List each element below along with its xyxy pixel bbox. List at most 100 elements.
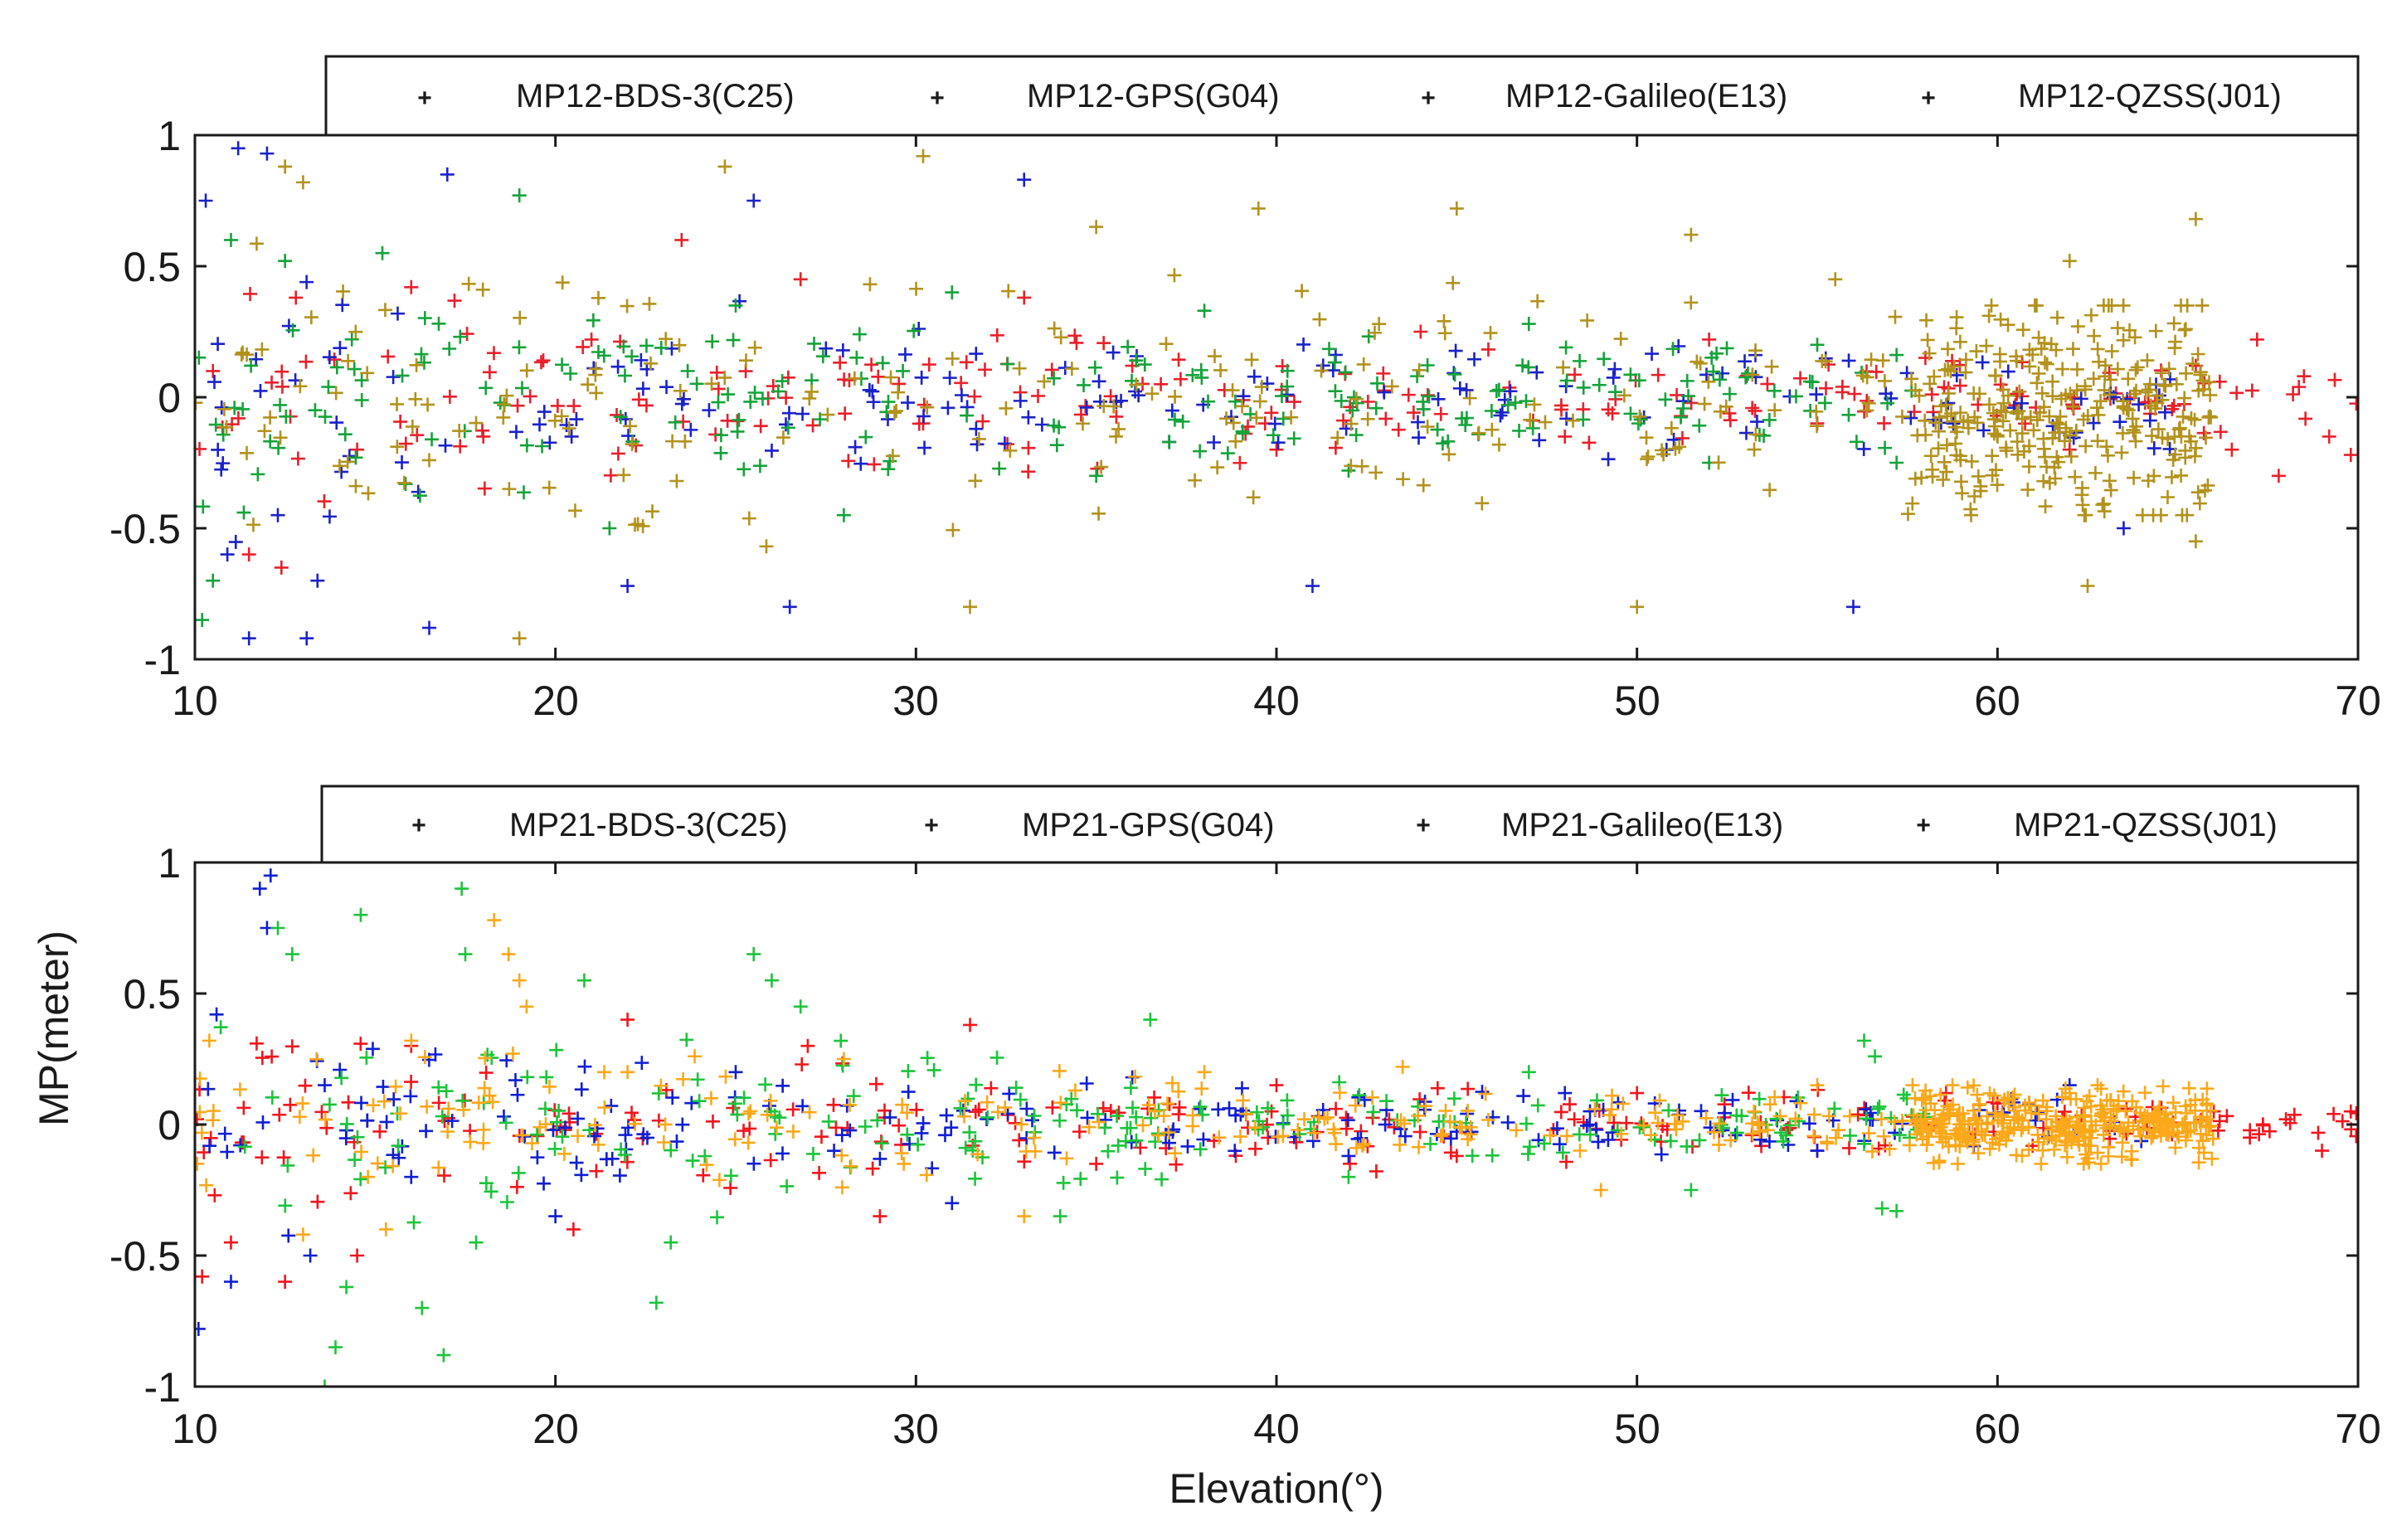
x-axis-title: Elevation(°) [1169, 1465, 1384, 1512]
data-point [945, 285, 960, 300]
data-point [1889, 347, 1904, 362]
data-point [821, 1114, 836, 1129]
data-point [1194, 1081, 1209, 1096]
data-point [2033, 405, 2047, 420]
data-point [895, 1097, 910, 1112]
x-tick-label: 50 [1614, 678, 1660, 724]
data-point [559, 418, 574, 433]
data-point [1864, 352, 1879, 367]
data-point [635, 381, 650, 396]
data-point [863, 277, 878, 292]
data-point [1266, 428, 1281, 443]
legend-label: MP21-Galileo(E13) [1501, 807, 1783, 843]
data-point [1355, 1138, 1370, 1153]
data-point [2099, 1120, 2114, 1135]
data-point [2089, 401, 2104, 415]
data-point [1320, 1110, 1335, 1125]
data-point [834, 1033, 848, 1048]
data-point [558, 1120, 573, 1135]
data-point [240, 445, 255, 460]
data-point [2326, 1106, 2341, 1121]
data-point [1931, 441, 1946, 456]
data-point [971, 431, 986, 446]
data-point [1012, 361, 1027, 376]
data-point [1613, 332, 1628, 347]
data-point [914, 1125, 929, 1140]
data-point [620, 1065, 635, 1080]
data-point [610, 359, 625, 374]
data-point [917, 440, 932, 455]
data-point [1760, 376, 1775, 391]
data-point [2287, 1107, 2302, 1122]
data-point [710, 1210, 725, 1225]
data-point [1857, 404, 1872, 419]
data-point [881, 395, 896, 410]
data-point [477, 1081, 492, 1095]
data-point [1222, 1100, 1237, 1115]
data-point [1725, 1092, 1740, 1107]
data-point [1684, 396, 1699, 411]
data-point [1341, 1149, 1356, 1164]
data-point [1080, 1110, 1095, 1125]
data-point [741, 1106, 756, 1121]
data-point [265, 375, 280, 390]
data-point [2191, 1155, 2206, 1170]
data-point [992, 461, 1007, 476]
data-point [617, 1147, 632, 1162]
data-point [1447, 367, 1462, 381]
data-point [353, 1172, 368, 1187]
data-point [2069, 1110, 2084, 1125]
data-point [1155, 1172, 1169, 1187]
y-tick-label: 0.5 [123, 971, 181, 1018]
data-point [1160, 1096, 1174, 1111]
data-point [776, 430, 790, 445]
data-point [564, 429, 579, 444]
data-point [2188, 211, 2203, 226]
data-point [2186, 357, 2200, 372]
data-point [246, 517, 260, 532]
data-point [475, 282, 490, 297]
ticks-mp12 [193, 134, 2360, 661]
data-point [1330, 430, 1345, 445]
data-point [1713, 404, 1728, 419]
data-point [2057, 1105, 2072, 1120]
data-point [916, 148, 931, 163]
data-point [2052, 1125, 2067, 1139]
data-point [542, 1079, 557, 1094]
data-point [1772, 1109, 1787, 1124]
data-point [1021, 440, 1036, 455]
data-point [216, 401, 231, 416]
data-point [2199, 1118, 2214, 1133]
data-point [1861, 396, 1876, 411]
data-point [713, 445, 728, 460]
data-point [1906, 1108, 1921, 1123]
data-point [586, 313, 600, 328]
data-point [417, 311, 432, 326]
data-point [2048, 471, 2063, 486]
data-point [2050, 417, 2065, 432]
data-point [2031, 1134, 2046, 1149]
data-point [727, 1132, 742, 1147]
data-point [2065, 399, 2080, 414]
data-point [1699, 367, 1714, 382]
data-point [2179, 366, 2194, 381]
data-point [1559, 1129, 1574, 1144]
data-point [1411, 430, 1426, 445]
data-point [338, 427, 352, 442]
data-point [747, 340, 762, 355]
data-point [591, 1137, 605, 1152]
data-point [273, 430, 288, 445]
data-point [1143, 1013, 1158, 1027]
data-point [1949, 310, 1964, 325]
data-point [2021, 459, 2036, 474]
data-point [387, 1092, 401, 1107]
data-point [2121, 372, 2136, 386]
data-point [2161, 431, 2176, 446]
data-point [406, 1215, 421, 1230]
data-point [1532, 433, 1547, 448]
data-point [416, 355, 431, 370]
data-point [1690, 354, 1704, 369]
data-point [2099, 440, 2114, 454]
data-point [2079, 439, 2093, 454]
data-point [2128, 434, 2143, 449]
